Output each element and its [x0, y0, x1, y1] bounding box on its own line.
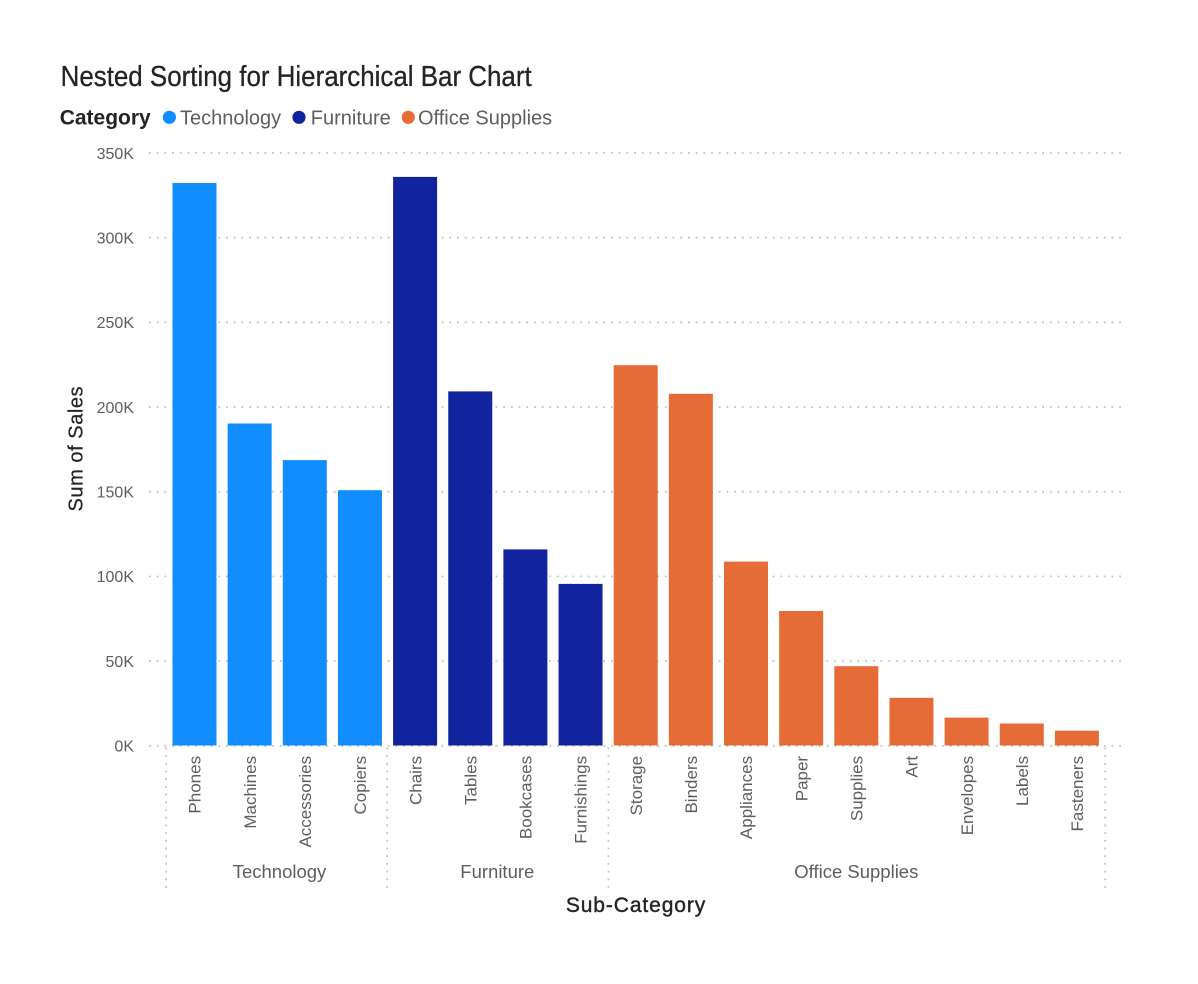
- svg-text:150K: 150K: [97, 485, 135, 502]
- svg-text:250K: 250K: [97, 315, 135, 332]
- svg-text:Furniture: Furniture: [460, 861, 534, 882]
- svg-text:Bookcases: Bookcases: [517, 756, 536, 839]
- svg-text:300K: 300K: [97, 231, 135, 248]
- svg-text:Sum of Sales: Sum of Sales: [66, 386, 88, 512]
- svg-text:Labels: Labels: [1013, 756, 1032, 806]
- svg-text:Copiers: Copiers: [351, 756, 370, 815]
- svg-text:Phones: Phones: [186, 756, 205, 814]
- svg-text:100K: 100K: [97, 569, 135, 586]
- svg-text:Category: Category: [60, 107, 151, 130]
- svg-text:Paper: Paper: [792, 756, 811, 802]
- svg-text:Office Supplies: Office Supplies: [794, 861, 918, 882]
- svg-text:Office Supplies: Office Supplies: [418, 107, 552, 129]
- svg-text:Art: Art: [903, 756, 922, 778]
- svg-text:Technology: Technology: [233, 861, 327, 882]
- svg-text:Furnishings: Furnishings: [572, 756, 591, 844]
- svg-text:200K: 200K: [97, 400, 135, 417]
- svg-text:0K: 0K: [114, 739, 134, 756]
- svg-text:Storage: Storage: [627, 756, 646, 816]
- svg-text:50K: 50K: [106, 654, 135, 671]
- svg-text:Technology: Technology: [180, 107, 281, 129]
- svg-text:Envelopes: Envelopes: [958, 756, 977, 835]
- svg-text:Fasteners: Fasteners: [1068, 756, 1087, 832]
- svg-text:Nested Sorting for Hierarchica: Nested Sorting for Hierarchical Bar Char…: [61, 60, 532, 93]
- svg-text:Supplies: Supplies: [847, 756, 866, 821]
- svg-text:Binders: Binders: [682, 756, 701, 814]
- svg-text:Furniture: Furniture: [311, 107, 391, 129]
- svg-text:Tables: Tables: [461, 756, 480, 805]
- svg-text:Sub-Category: Sub-Category: [566, 894, 706, 917]
- svg-text:Accessories: Accessories: [296, 756, 315, 848]
- svg-text:Chairs: Chairs: [406, 756, 425, 805]
- svg-text:Machines: Machines: [241, 756, 260, 829]
- svg-text:Appliances: Appliances: [737, 756, 756, 839]
- svg-text:350K: 350K: [97, 146, 135, 163]
